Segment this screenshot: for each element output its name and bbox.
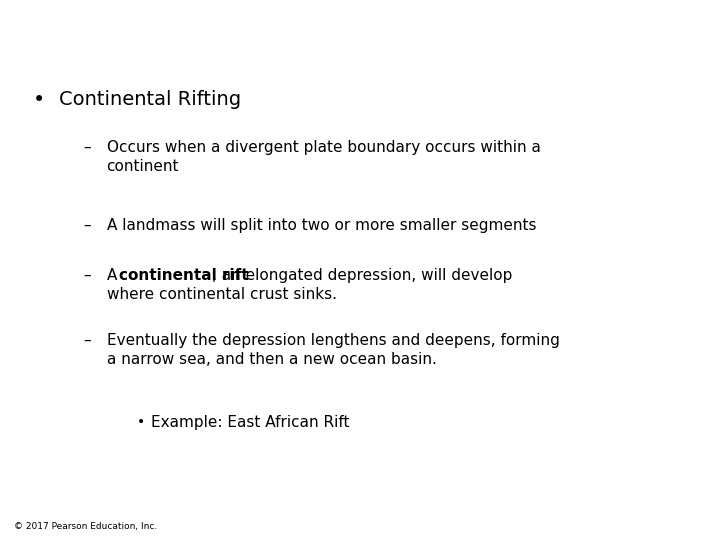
- Text: –: –: [83, 218, 91, 233]
- Text: –: –: [83, 140, 91, 155]
- Text: where continental crust sinks.: where continental crust sinks.: [107, 287, 336, 302]
- Text: •: •: [32, 90, 45, 110]
- Text: Eventually the depression lengthens and deepens, forming
a narrow sea, and then : Eventually the depression lengthens and …: [107, 333, 559, 367]
- Text: © 2017 Pearson Education, Inc.: © 2017 Pearson Education, Inc.: [14, 522, 158, 531]
- Text: A landmass will split into two or more smaller segments: A landmass will split into two or more s…: [107, 218, 536, 233]
- Text: Occurs when a divergent plate boundary occurs within a
continent: Occurs when a divergent plate boundary o…: [107, 140, 541, 174]
- Text: continental rift: continental rift: [119, 268, 248, 283]
- Text: Example: East African Rift: Example: East African Rift: [151, 415, 350, 430]
- Text: –: –: [83, 333, 91, 348]
- Text: A: A: [107, 268, 122, 283]
- Text: –: –: [83, 268, 91, 283]
- Text: •: •: [137, 415, 145, 429]
- Text: Divergent Plate Boundaries: Divergent Plate Boundaries: [16, 16, 383, 39]
- Text: , an elongated depression, will develop: , an elongated depression, will develop: [212, 268, 512, 283]
- Text: Continental Rifting: Continental Rifting: [59, 90, 241, 109]
